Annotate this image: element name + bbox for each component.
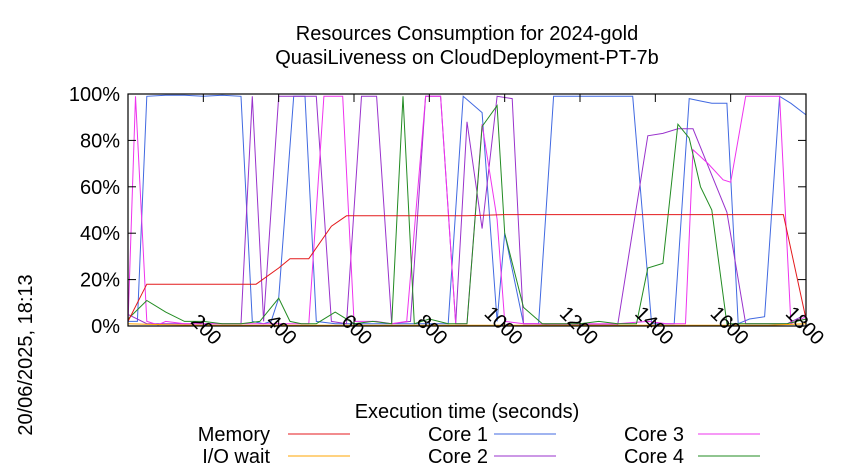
legend-label: Memory [198,424,270,446]
y-axis-ticks: 0% 20% 40% 60% 80% 100% [69,84,806,338]
series-line-i-o-wait [127,323,807,326]
legend-label: I/O wait [202,446,270,468]
x-axis-label: Execution time (seconds) [355,401,580,423]
chart-title-line-1: Resources Consumption for 2024-gold [296,23,638,45]
y-tick-label: 0% [91,316,120,338]
y-tick-label: 100% [69,84,120,106]
y-tick-label: 60% [80,177,120,199]
y-tick-label: 80% [80,130,120,152]
legend-label: Core 3 [624,424,684,446]
legend-label: Core 1 [428,424,488,446]
plot-frame [127,93,807,327]
x-axis-ticks: 200 400 600 800 1000 1200 1400 1600 1800 [186,94,828,350]
chart-title-line-2: QuasiLiveness on CloudDeployment-PT-7b [275,47,659,69]
legend-label: Core 4 [624,446,684,468]
series-lines [127,94,807,326]
x-tick-label: 800 [412,310,451,349]
legend-label: Core 2 [428,446,488,468]
series-line-core-2 [127,95,807,326]
series-line-core-4 [127,96,807,325]
x-tick-label: 200 [186,310,225,349]
series-line-memory [127,214,807,322]
y-tick-label: 20% [80,270,120,292]
y-tick-label: 40% [80,223,120,245]
timestamp-label: 20/06/2025, 18:13 [15,274,37,435]
x-tick-label: 400 [262,310,301,349]
